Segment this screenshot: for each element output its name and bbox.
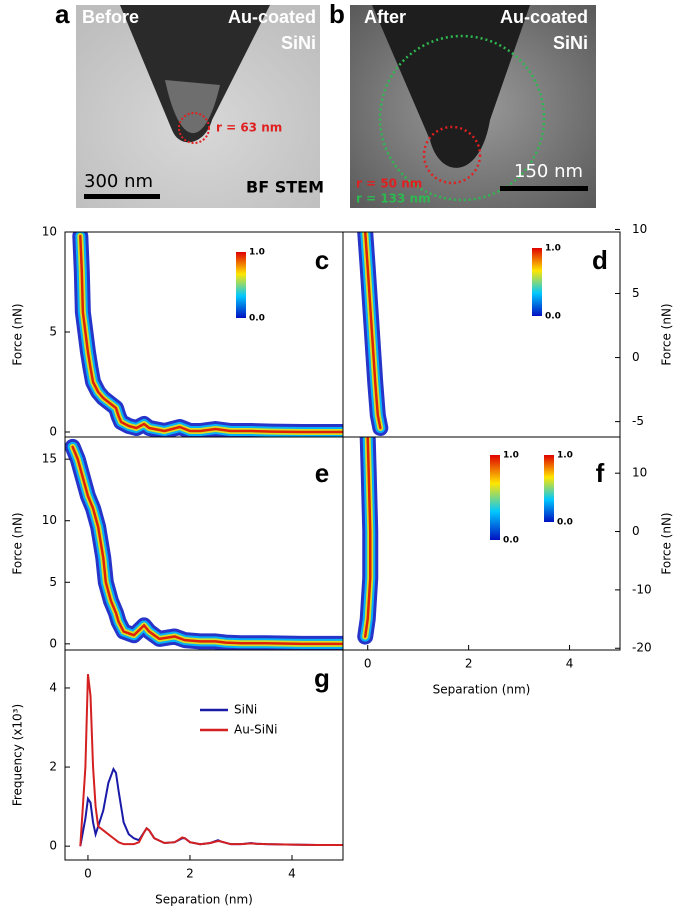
legend-label: Au-SiNi bbox=[234, 723, 277, 737]
panel-label: a bbox=[55, 0, 70, 29]
x-axis-label: Separation (nm) bbox=[155, 893, 253, 907]
colorbar-label: 0.0 bbox=[503, 536, 519, 546]
y-axis-label: Frequency (x10³) bbox=[11, 704, 25, 806]
scale-text: 150 nm bbox=[514, 161, 583, 182]
tip-shape bbox=[372, 5, 530, 168]
y-axis-label: Force (nN) bbox=[11, 303, 25, 365]
colorbar-label: 1.0 bbox=[503, 451, 519, 461]
y-tick-label: 4 bbox=[49, 680, 57, 694]
density-ridge bbox=[79, 234, 343, 434]
radius-text: r = 63 nm bbox=[216, 121, 282, 135]
colorbar-label: 1.0 bbox=[557, 451, 573, 461]
panel-label: f bbox=[596, 458, 605, 488]
density-ridge bbox=[363, 232, 382, 430]
y-tick-label: 5 bbox=[632, 286, 640, 300]
y-tick-label: 0 bbox=[632, 524, 640, 538]
plot-area bbox=[79, 674, 343, 847]
line bbox=[79, 766, 343, 847]
density-ridge bbox=[72, 232, 343, 437]
x-tick-label: 2 bbox=[465, 657, 473, 671]
inner-circle bbox=[422, 125, 482, 185]
plot-area bbox=[357, 437, 379, 645]
colorbar bbox=[490, 455, 500, 540]
density-ridge bbox=[363, 437, 372, 638]
scale-text: 300 nm bbox=[84, 171, 153, 192]
y-tick-label: 10 bbox=[42, 225, 57, 239]
plot-frame bbox=[64, 649, 344, 861]
legend-label: SiNi bbox=[234, 703, 257, 717]
mode-text: BF STEM bbox=[246, 178, 324, 197]
x-axis-label: Separation (nm) bbox=[433, 683, 531, 697]
density-ridge bbox=[67, 441, 343, 649]
y-axis-label: Force (nN) bbox=[660, 512, 674, 574]
x-tick-label: 0 bbox=[84, 867, 92, 881]
y-tick-label: 10 bbox=[42, 513, 57, 527]
outer-circle bbox=[378, 34, 546, 202]
colorbar bbox=[532, 248, 542, 316]
tip-text: SiNi bbox=[553, 33, 588, 53]
plot-area bbox=[65, 438, 343, 650]
scale-bar bbox=[84, 194, 160, 199]
y-tick-label: 10 bbox=[632, 466, 647, 480]
radius-circle bbox=[178, 112, 210, 144]
radius-outer-text: r = 133 nm bbox=[356, 192, 431, 206]
line bbox=[79, 674, 343, 847]
tip-shape bbox=[120, 5, 270, 143]
y-tick-label: 0 bbox=[49, 839, 57, 853]
colorbar-label: 0.0 bbox=[557, 518, 573, 528]
y-tick-label: 5 bbox=[49, 575, 57, 589]
x-tick-label: 0 bbox=[364, 657, 372, 671]
colorbar bbox=[544, 455, 554, 522]
colorbar bbox=[236, 252, 246, 318]
x-tick-label: 4 bbox=[566, 657, 574, 671]
y-axis-label: Force (nN) bbox=[11, 512, 25, 574]
y-tick-label: 2 bbox=[49, 760, 57, 774]
colorbar-label: 0.0 bbox=[545, 312, 561, 322]
panel-label: g bbox=[314, 663, 330, 693]
radius-inner-text: r = 50 nm bbox=[356, 177, 422, 191]
plot-area bbox=[357, 232, 389, 437]
y-tick-label: 0 bbox=[632, 350, 640, 364]
y-tick-label: 10 bbox=[632, 222, 647, 236]
state-text: After bbox=[364, 7, 406, 27]
panel-label: b bbox=[329, 0, 345, 29]
image-b: b After Au-coated SiNi r = 50 nm r = 133… bbox=[329, 0, 596, 208]
y-tick-label: 0 bbox=[49, 425, 57, 439]
tip-text: SiNi bbox=[281, 33, 316, 53]
y-tick-label: 15 bbox=[42, 452, 57, 466]
y-tick-label: -10 bbox=[632, 582, 652, 596]
y-tick-label: 0 bbox=[49, 636, 57, 650]
plot-frame bbox=[342, 436, 621, 651]
colorbar-label: 1.0 bbox=[545, 244, 561, 254]
y-tick-label: -5 bbox=[632, 414, 644, 428]
density-ridge bbox=[71, 445, 343, 646]
plot-area bbox=[72, 232, 343, 437]
panel-label: e bbox=[315, 458, 329, 488]
panel-label: c bbox=[315, 245, 329, 275]
coating-text: Au-coated bbox=[500, 7, 588, 27]
state-text: Before bbox=[82, 7, 139, 27]
y-axis-label: Force (nN) bbox=[660, 303, 674, 365]
colorbar-label: 0.0 bbox=[249, 314, 265, 324]
panel-label: d bbox=[592, 245, 608, 275]
image-a: a Before Au-coated SiNi r = 63 nm 300 nm… bbox=[55, 0, 324, 208]
y-tick-label: -20 bbox=[632, 641, 652, 655]
x-tick-label: 2 bbox=[186, 867, 194, 881]
x-tick-label: 4 bbox=[288, 867, 296, 881]
coating-text: Au-coated bbox=[228, 7, 316, 27]
scale-bar bbox=[500, 186, 588, 191]
y-tick-label: 5 bbox=[49, 325, 57, 339]
colorbar-label: 1.0 bbox=[249, 248, 265, 258]
